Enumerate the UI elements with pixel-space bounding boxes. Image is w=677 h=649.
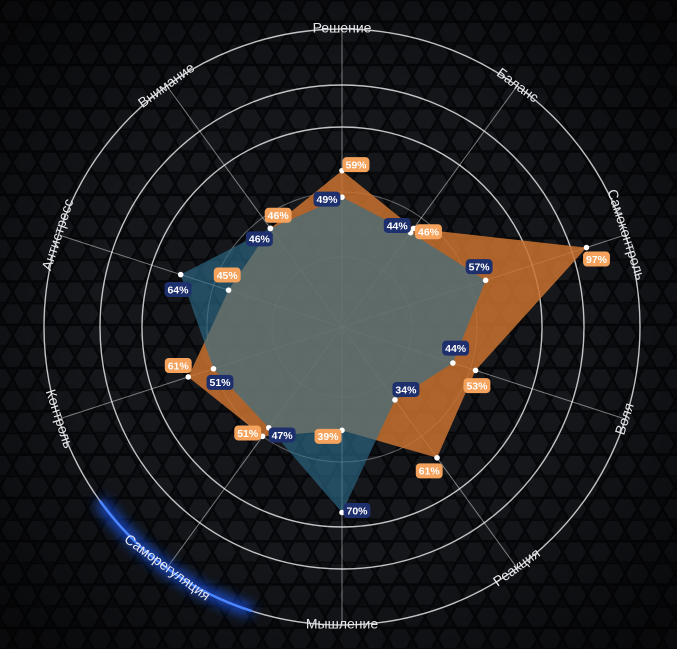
series-2-value-label: 57%	[465, 259, 493, 275]
grid-ring	[99, 84, 585, 570]
series-1-value-label-bg	[415, 463, 443, 479]
series-2-value-label: 44%	[383, 217, 411, 233]
series-1-value-label-text: 53%	[466, 380, 488, 392]
category-label: Решение	[313, 20, 372, 36]
series-1-point	[259, 433, 266, 440]
series-2-value-label-bg	[343, 503, 371, 518]
series-1-value-label: 51%	[234, 425, 262, 441]
series-2-point	[450, 360, 456, 366]
series-2-value-label-text: 49%	[316, 194, 338, 206]
series-1-value-label: 46%	[415, 224, 442, 240]
series-1-value-label: 97%	[583, 251, 610, 267]
series-2-value-label: 64%	[164, 281, 192, 297]
series-2-value-label-bg	[442, 340, 470, 356]
series-2-value-label: 70%	[343, 503, 371, 518]
series-2-value-label-text: 44%	[445, 343, 467, 355]
series-1-value-label-bg	[342, 157, 370, 173]
radar-series	[177, 167, 590, 516]
series-2-point	[267, 225, 274, 232]
series-2-value-label-bg	[164, 281, 192, 297]
series-1-value-label-text: 61%	[419, 466, 441, 478]
series-1-point	[410, 225, 417, 232]
series-1-value-label: 46%	[264, 207, 292, 223]
series-2-value-label-text: 64%	[167, 284, 189, 296]
series-2-value-label: 47%	[268, 427, 296, 443]
series-1-value-label-text: 45%	[217, 270, 239, 282]
series-2-value-label: 34%	[392, 381, 420, 397]
series-2-value-label: 44%	[442, 340, 470, 356]
series-1-point	[434, 454, 440, 461]
highlight-arc	[95, 497, 254, 616]
grid-ring	[43, 28, 641, 626]
series-1-value-label-text: 97%	[586, 254, 608, 266]
series-2-point	[177, 271, 184, 278]
category-label: Мышление	[306, 616, 378, 632]
series-2-value-label-text: 57%	[469, 261, 491, 273]
series-2-value-label-bg	[392, 381, 420, 397]
series-1-value-label-bg	[164, 357, 192, 373]
series-1-value-label: 61%	[415, 463, 443, 479]
series-1-value-label-bg	[264, 207, 292, 223]
series-2-area	[180, 197, 486, 513]
series-2-point	[339, 509, 345, 516]
series-2-value-label: 51%	[206, 374, 234, 390]
series-2-value-label-bg	[206, 374, 234, 390]
series-1-value-label-text: 39%	[317, 431, 339, 443]
series-1-value-label-text: 46%	[268, 210, 290, 222]
series-1-value-label-bg	[213, 267, 241, 283]
grid-ring	[141, 126, 543, 528]
series-1-value-label-bg	[415, 224, 442, 240]
series-2-point	[392, 397, 398, 403]
series-1-point	[583, 244, 590, 251]
series-1-value-label-text: 46%	[418, 227, 440, 239]
series-2-point	[210, 365, 217, 372]
series-1-value-label-text: 59%	[345, 159, 367, 171]
series-1-point	[225, 287, 232, 293]
series-2-value-label-bg	[268, 427, 296, 443]
series-1-value-label-text: 51%	[237, 428, 259, 440]
series-2-value-label-bg	[245, 231, 273, 247]
series-2-value-label: 49%	[313, 191, 341, 207]
series-2-point	[482, 277, 489, 284]
series-2-value-label: 46%	[245, 231, 273, 247]
series-2-point	[339, 194, 345, 200]
series-2-value-label-bg	[313, 191, 341, 207]
series-1-value-label: 61%	[164, 357, 192, 373]
series-1-value-label: 59%	[342, 157, 370, 173]
series-1-value-label-bg	[314, 428, 342, 444]
series-1-value-label: 53%	[463, 378, 491, 394]
series-1-value-label-bg	[234, 425, 262, 441]
series-1-value-label: 45%	[213, 267, 241, 283]
series-1-value-label: 39%	[314, 428, 342, 444]
series-2-value-label-text: 51%	[209, 377, 231, 389]
series-1-value-label-bg	[583, 251, 610, 267]
series-1-point	[472, 367, 479, 374]
series-1-point	[185, 374, 192, 380]
series-2-value-label-text: 70%	[346, 505, 368, 517]
series-2-value-label-text: 44%	[387, 220, 409, 232]
series-2-value-label-text: 34%	[395, 384, 417, 396]
series-1-value-label-text: 61%	[168, 360, 190, 372]
series-2-value-label-bg	[383, 217, 411, 233]
series-2-value-label-text: 46%	[249, 234, 271, 246]
series-2-value-label-text: 47%	[272, 430, 294, 442]
series-1-value-label-bg	[463, 378, 491, 394]
highlight-arc-line	[98, 500, 252, 613]
series-2-value-label-bg	[465, 259, 493, 275]
